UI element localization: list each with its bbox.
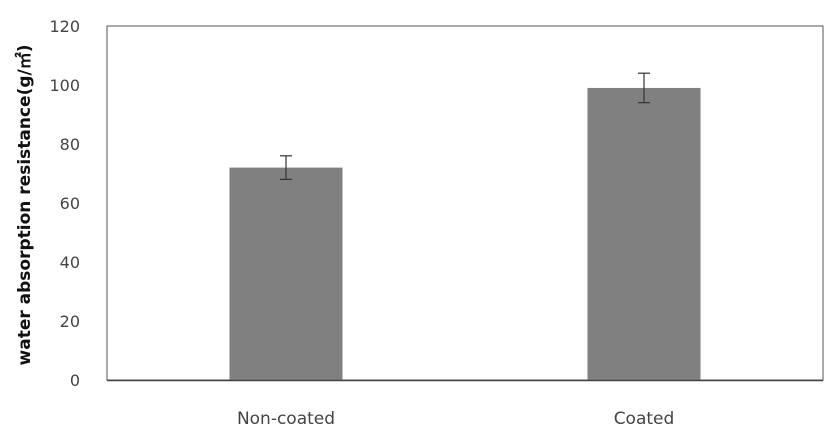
y-tick-label: 100 (49, 76, 80, 95)
y-axis-title: water absorption resistance(g/㎡) (14, 45, 35, 366)
error-bar-0 (280, 155, 292, 180)
x-category-label-0: Non-coated (237, 409, 335, 429)
y-tick-label: 20 (60, 312, 80, 331)
error-bars (280, 72, 650, 180)
y-tick-label: 60 (60, 194, 80, 213)
y-tick-label: 120 (49, 17, 80, 36)
bars (229, 87, 701, 380)
y-tick-label: 0 (70, 371, 80, 390)
error-bar-1 (638, 72, 650, 104)
bar-1 (587, 87, 701, 380)
category-labels: Non-coated Coated (237, 409, 674, 429)
y-tick-label: 80 (60, 135, 80, 154)
plot-frame (106, 25, 824, 381)
y-tick-label: 40 (60, 253, 80, 272)
bar-0 (229, 167, 343, 380)
y-axis-ticks: 0 20 40 60 80 100 120 (49, 17, 80, 390)
x-category-label-1: Coated (614, 409, 675, 429)
